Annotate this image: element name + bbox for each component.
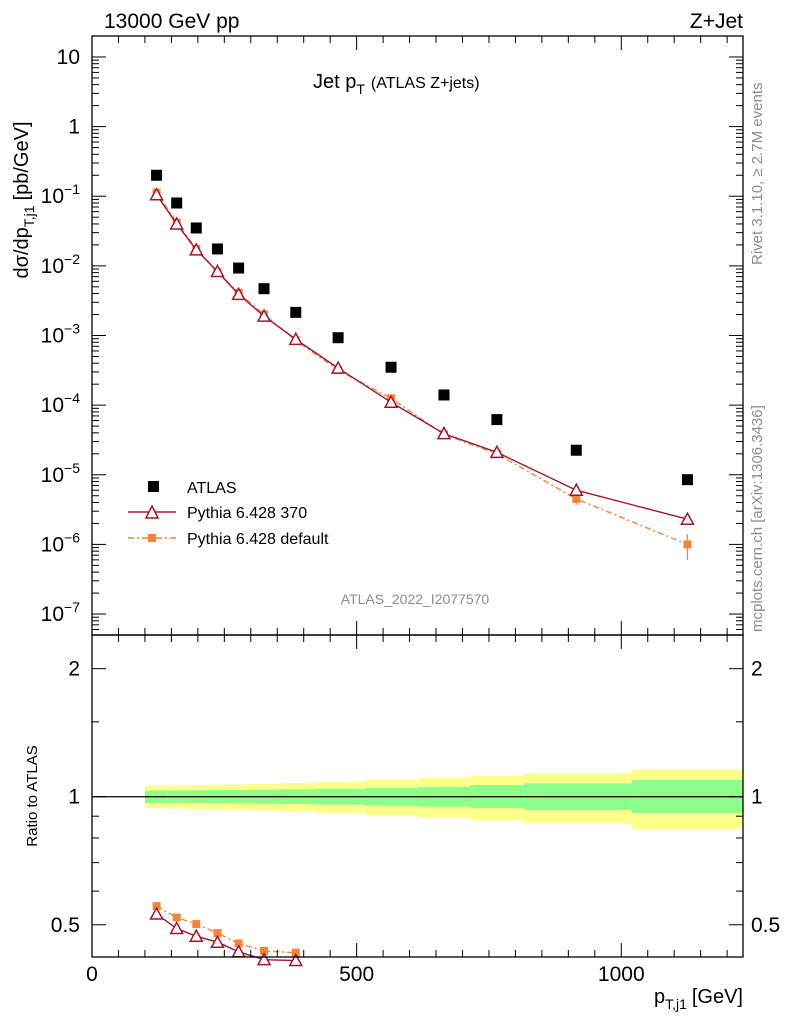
legend-label-atlas: ATLAS	[187, 480, 237, 497]
legend-marker-pythia370	[144, 504, 160, 519]
y-tick-label: 10−5	[41, 460, 81, 487]
y-tick-base: 10	[41, 603, 64, 626]
y-tick-base: 10	[41, 464, 64, 487]
point-atlas	[491, 414, 503, 426]
ratio-tick-label-left: 2	[68, 658, 80, 681]
ratio-tick-label-right: 2	[751, 658, 763, 681]
y-tick-base: 10	[41, 394, 64, 417]
point-atlas	[151, 169, 163, 181]
main-x-ticks	[91, 36, 728, 635]
y-tick-base: 10	[41, 185, 64, 208]
ratio-tick-label-left: 0.5	[51, 914, 80, 937]
legend-label-pythia-default: Pythia 6.428 default	[187, 531, 329, 548]
ratio-point-pythia-default	[291, 948, 300, 957]
ratio-point-pythia370	[210, 934, 225, 948]
point-atlas	[681, 474, 693, 486]
y-tick-label: 10−1	[41, 181, 81, 208]
legend-marker-pythia-default	[148, 534, 156, 542]
ratio-point-pythia-default	[234, 939, 243, 948]
ratio-tick-label-right: 0.5	[751, 914, 780, 937]
point-pythia370	[383, 394, 399, 409]
point-atlas	[332, 332, 344, 344]
point-pythia370	[489, 444, 505, 459]
y-tick-exponent: −3	[64, 321, 80, 337]
point-atlas	[190, 222, 202, 234]
point-pythia-default	[572, 494, 581, 503]
ratio-point-pythia370	[256, 952, 272, 966]
header-energy-label: 13000 GeV pp	[104, 10, 239, 33]
y-tick-exponent: −2	[64, 251, 80, 267]
point-pythia-default	[683, 540, 692, 549]
ratio-panel: 2 2 1 1 0.5 0.5 0 500 1000 Ratio to ATLAS pT,j1…	[24, 634, 780, 1012]
point-pythia370	[169, 216, 184, 230]
x-axis: 0 500 1000	[86, 635, 728, 986]
point-pythia370	[256, 308, 272, 322]
ratio-point-pythia-default	[213, 929, 222, 938]
legend-marker-atlas	[148, 481, 159, 492]
point-atlas	[171, 197, 183, 209]
x-axis-label: pT,j1 [GeV]	[654, 986, 743, 1012]
point-atlas	[258, 283, 270, 295]
point-pythia370	[330, 360, 346, 374]
y-tick-label: 10−3	[41, 321, 81, 348]
rivet-version-label: Rivet 3.1.10, ≥ 2.7M events	[749, 83, 766, 266]
ratio-point-pythia-default	[152, 902, 161, 911]
y-tick-base: 10	[41, 533, 64, 556]
y-axis-label-ratio: Ratio to ATLAS	[24, 745, 41, 846]
point-pythia370	[436, 426, 452, 440]
y-tick-exponent: −1	[64, 181, 80, 197]
ratio-point-pythia-default	[192, 920, 201, 929]
y-tick-label: 1	[68, 116, 80, 139]
ratio-y-axis: 2 2 1 1 0.5 0.5	[51, 658, 780, 937]
ratio-point-pythia370	[149, 906, 164, 920]
y-tick-label: 10−7	[41, 599, 81, 626]
point-pythia370	[189, 242, 204, 256]
ratio-point-pythia370	[189, 928, 204, 942]
y-tick-label: 10−6	[41, 529, 81, 556]
plot-title: Jet pT (ATLAS Z+jets)	[313, 71, 480, 97]
y-axis-label-main: dσ/dpT,j1[pb/GeV]	[11, 121, 37, 278]
y-tick-label: 10−2	[41, 251, 81, 278]
y-tick-exponent: −7	[64, 599, 80, 615]
point-pythia370	[680, 511, 695, 525]
y-tick-label: 10−4	[41, 390, 81, 417]
ratio-tick-label-right: 1	[751, 786, 763, 809]
y-tick-label: 10	[57, 46, 80, 69]
ratio-point-pythia370	[231, 944, 246, 958]
analysis-id: ATLAS_2022_I2077570	[341, 591, 490, 607]
y-tick-base: 10	[41, 325, 64, 348]
point-pythia370	[149, 187, 164, 201]
header-process-label: Z+Jet	[690, 10, 743, 33]
x-tick-label: 500	[339, 963, 374, 986]
point-pythia370	[210, 263, 225, 278]
point-atlas	[290, 306, 302, 318]
mcplots-label: mcplots.cern.ch [arXiv:1306.3436]	[749, 405, 766, 632]
x-tick-label: 0	[86, 963, 98, 986]
point-pythia370	[288, 331, 304, 346]
point-atlas	[570, 444, 582, 456]
ratio-tick-label-left: 1	[68, 786, 80, 809]
y-tick-exponent: −4	[64, 390, 80, 406]
ratio-point-pythia-default	[260, 946, 269, 955]
y-tick-exponent: −6	[64, 529, 80, 545]
y-tick-base: 10	[41, 255, 64, 278]
point-atlas	[211, 243, 223, 255]
ratio-point-pythia-default	[172, 913, 181, 922]
legend-label-pythia370: Pythia 6.428 370	[187, 505, 307, 522]
line-pythia370	[155, 194, 688, 520]
ratio-point-pythia370	[169, 920, 184, 935]
ratio-point-pythia370	[288, 952, 304, 967]
point-atlas	[438, 389, 450, 401]
point-pythia370	[569, 482, 584, 496]
legend: ATLAS Pythia 6.428 370 Pythia 6.428 defa…	[128, 480, 329, 548]
x-tick-label: 1000	[598, 963, 645, 986]
ratio-frame	[91, 634, 744, 958]
point-atlas	[385, 361, 397, 373]
point-atlas	[233, 262, 245, 274]
point-pythia370	[231, 286, 246, 301]
y-tick-exponent: −5	[64, 460, 80, 476]
